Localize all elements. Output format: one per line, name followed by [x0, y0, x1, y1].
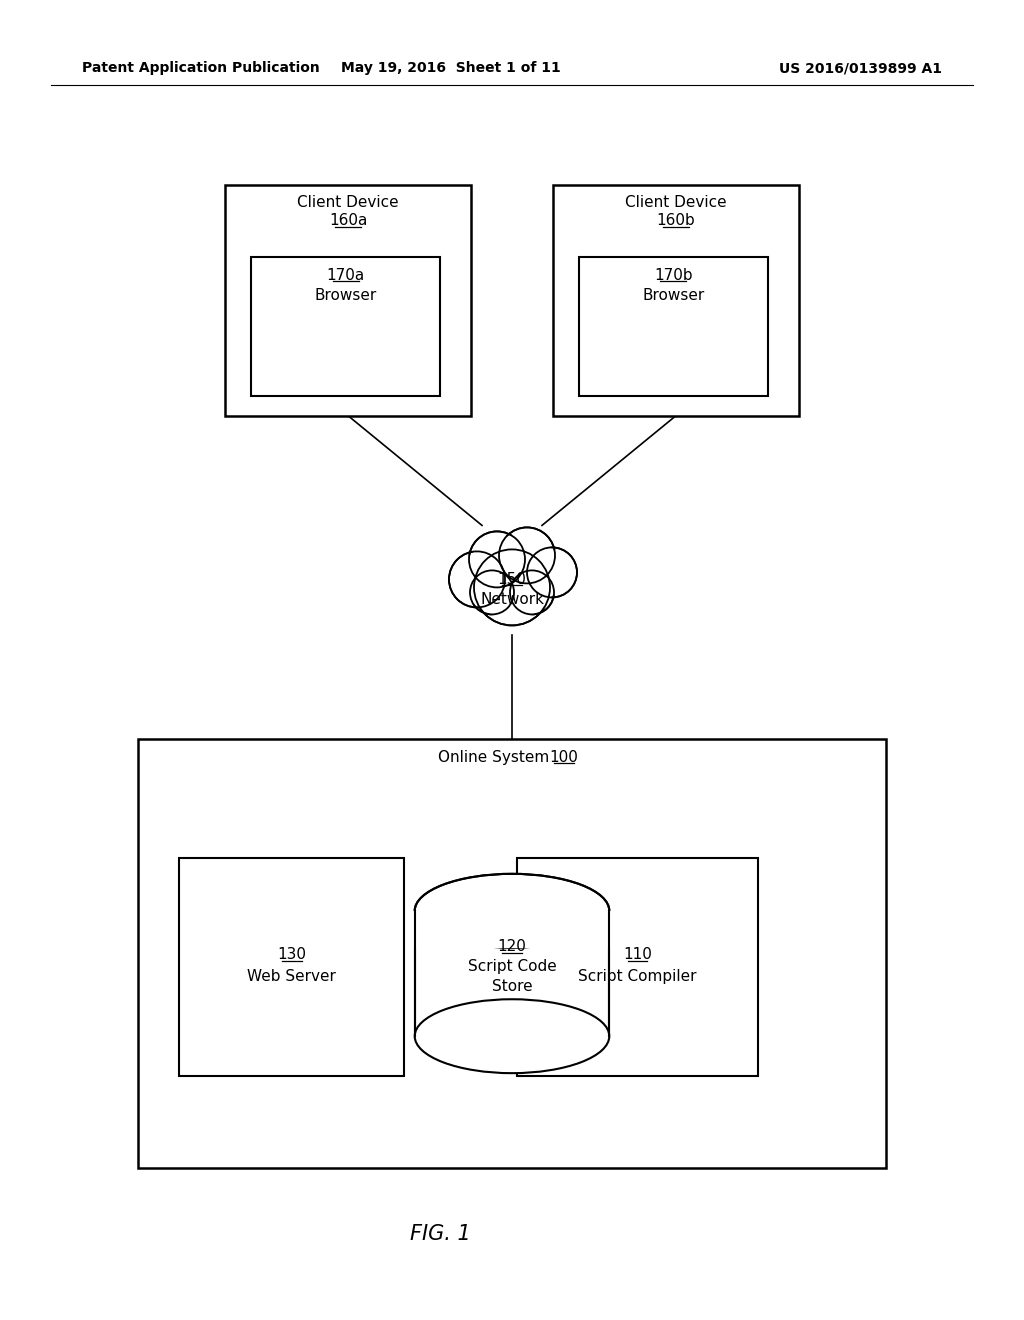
Text: 170b: 170b [654, 268, 692, 282]
Text: Client Device: Client Device [297, 195, 399, 210]
Text: Browser: Browser [314, 288, 377, 302]
Bar [138, 739, 886, 1168]
Ellipse shape [415, 999, 609, 1073]
Bar [225, 185, 471, 416]
Text: FIG. 1: FIG. 1 [410, 1224, 471, 1245]
Circle shape [510, 570, 554, 614]
Text: Network: Network [480, 591, 544, 607]
Text: 110: 110 [623, 948, 652, 962]
Text: Store: Store [492, 979, 532, 994]
Text: Script Compiler: Script Compiler [579, 969, 696, 985]
Bar [251, 257, 440, 396]
Text: 160b: 160b [656, 214, 695, 228]
Circle shape [470, 570, 514, 614]
Text: Browser: Browser [642, 288, 705, 302]
Bar [579, 257, 768, 396]
Text: Client Device: Client Device [625, 195, 727, 210]
Text: May 19, 2016  Sheet 1 of 11: May 19, 2016 Sheet 1 of 11 [341, 61, 560, 75]
Bar [413, 911, 611, 948]
Circle shape [478, 553, 546, 622]
Circle shape [512, 573, 552, 612]
Circle shape [472, 535, 522, 585]
Circle shape [449, 552, 505, 607]
Text: 150: 150 [498, 572, 526, 587]
Circle shape [527, 548, 577, 598]
Circle shape [452, 554, 502, 605]
Circle shape [474, 549, 550, 626]
Bar [553, 185, 799, 416]
Circle shape [499, 528, 555, 583]
Text: 170a: 170a [327, 268, 365, 282]
Text: 100: 100 [550, 750, 579, 764]
Text: Script Code: Script Code [468, 960, 556, 974]
Circle shape [529, 550, 574, 595]
Circle shape [469, 532, 525, 587]
Text: Patent Application Publication: Patent Application Publication [82, 61, 319, 75]
Text: 130: 130 [278, 948, 306, 962]
Bar [179, 858, 404, 1076]
Text: 120: 120 [498, 939, 526, 954]
Circle shape [472, 573, 512, 612]
Bar [415, 911, 609, 1036]
Text: Online System: Online System [438, 750, 550, 764]
Text: Web Server: Web Server [248, 969, 336, 985]
Bar [517, 858, 758, 1076]
Circle shape [502, 531, 552, 581]
Text: US 2016/0139899 A1: US 2016/0139899 A1 [779, 61, 942, 75]
Ellipse shape [415, 874, 609, 948]
Text: 160a: 160a [329, 214, 368, 228]
